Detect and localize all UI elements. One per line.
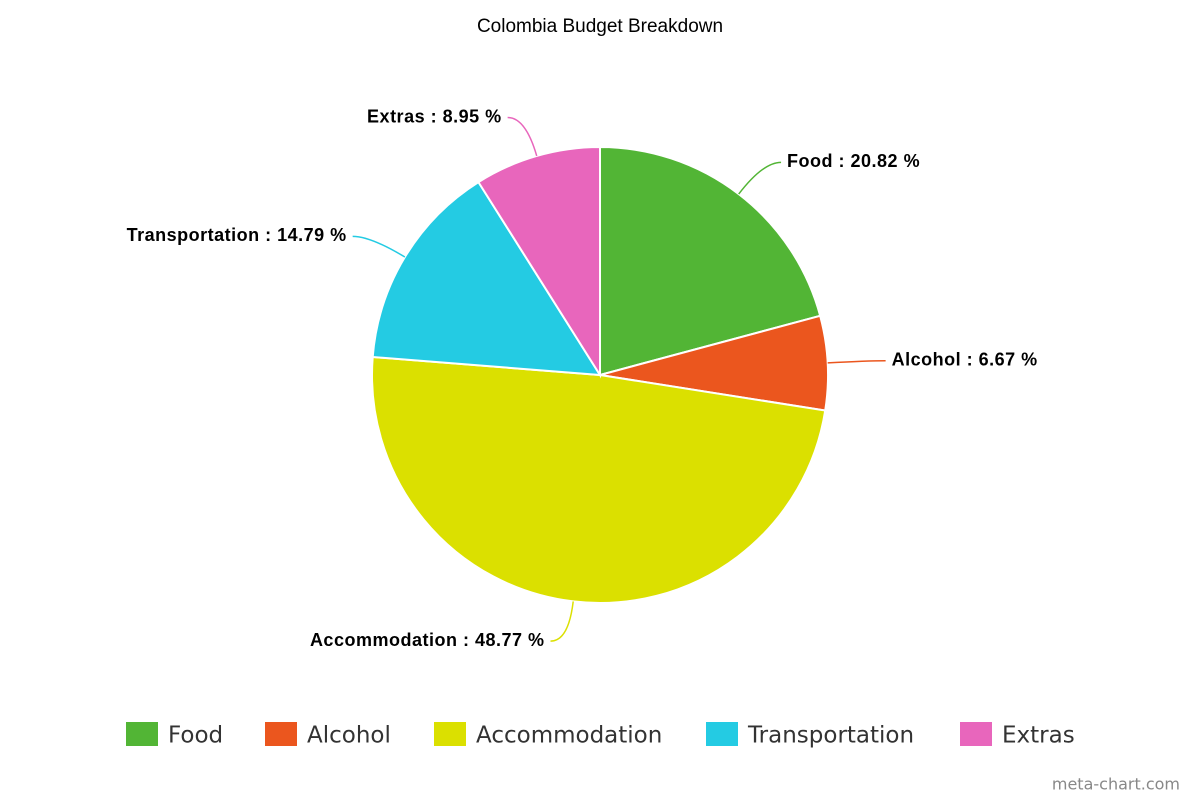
data-label: Accommodation : 48.77 % [310, 630, 545, 650]
legend-label: Extras [1002, 723, 1075, 749]
data-label: Alcohol : 6.67 % [892, 350, 1038, 370]
pie-slice [477, 145, 601, 379]
legend-label: Transportation [747, 723, 914, 749]
label-connector [827, 360, 886, 364]
label-connector [550, 601, 574, 642]
label-connector [352, 235, 406, 258]
data-label: Transportation : 14.79 % [127, 225, 347, 245]
legend-label: Food [168, 723, 223, 749]
label-connector [507, 116, 538, 157]
legend-swatch [960, 722, 992, 746]
legend-swatch [126, 722, 158, 746]
legend-swatch [265, 722, 297, 746]
data-label: Food : 20.82 % [787, 151, 920, 171]
chart-title: Colombia Budget Breakdown [477, 16, 723, 37]
legend-swatch [706, 722, 738, 746]
label-connector [738, 161, 782, 195]
legend-label: Accommodation [476, 723, 662, 749]
pie-slice [371, 180, 602, 377]
legend-swatch [434, 722, 466, 746]
credit: meta-chart.com [1052, 775, 1180, 794]
data-label: Extras : 8.95 % [367, 106, 502, 126]
pie-slice [371, 355, 827, 604]
legend-label: Alcohol [307, 723, 391, 749]
